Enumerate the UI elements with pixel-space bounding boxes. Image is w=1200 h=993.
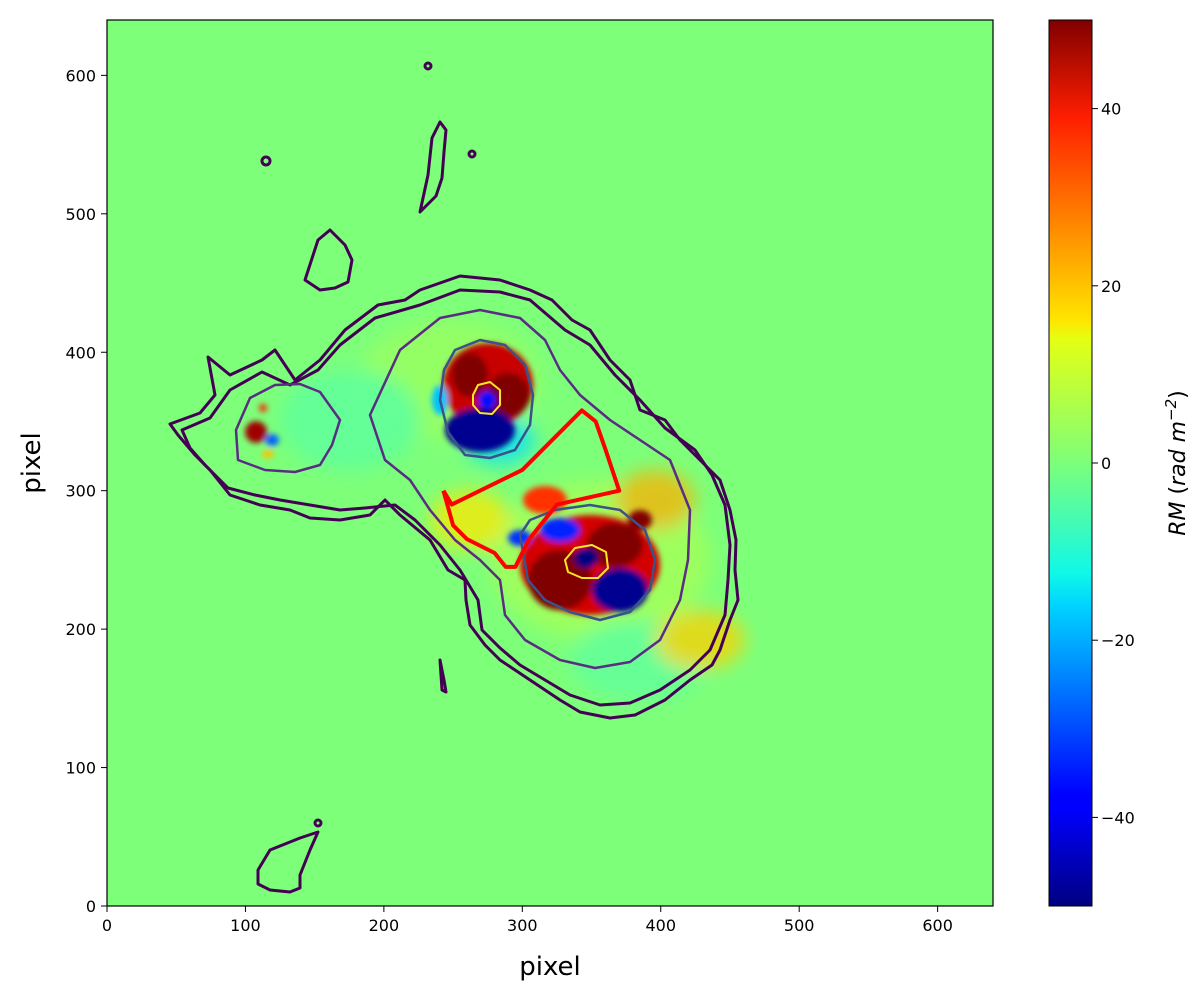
plot-area <box>106 19 994 907</box>
x-tick-label: 400 <box>645 916 676 935</box>
x-tick-label: 300 <box>507 916 538 935</box>
outer-contour-6 <box>438 658 448 694</box>
inner-contour-2 <box>564 544 609 579</box>
east-core-center <box>574 548 598 568</box>
west-hotspot-red <box>245 421 267 443</box>
x-tick-label: 500 <box>784 916 815 935</box>
y-tick-label: 400 <box>65 343 96 362</box>
outer-contour-4 <box>418 120 448 214</box>
x-tick-label: 100 <box>230 916 261 935</box>
mid-contour <box>234 382 342 474</box>
rm-yellow-2 <box>615 470 695 530</box>
colorbar-tick-label: −40 <box>1101 808 1135 827</box>
colorbar-tick-label: 0 <box>1101 454 1111 473</box>
north-core-darkred-a <box>452 353 488 397</box>
contour-layer <box>168 61 740 894</box>
y-tick-label: 100 <box>65 759 96 778</box>
colorbar: −40 −20 0 20 40 RM (rad m−2) <box>1048 19 1191 907</box>
colorbar-tick-label: 40 <box>1101 100 1121 119</box>
outer-contour-5 <box>256 830 320 894</box>
west-hotspot-blue <box>265 434 279 446</box>
east-core-blue-a <box>592 568 648 612</box>
plot-frame <box>106 19 994 907</box>
mid-contour-4 <box>518 503 657 622</box>
y-axis: 0 100 200 300 400 500 600 <box>65 66 107 916</box>
y-tick-label: 0 <box>86 897 96 916</box>
outer-contour-blob-1 <box>260 155 272 167</box>
west-hotspot-yellow <box>262 450 274 458</box>
east-core-darkred-a <box>528 550 592 610</box>
colorbar-tick-label: −20 <box>1101 631 1135 650</box>
east-core-darkred-b <box>587 523 643 567</box>
colorbar-label: RM (rad m−2) <box>1162 390 1191 536</box>
outer-contour-blob-2 <box>423 61 433 71</box>
north-core-center <box>478 391 496 409</box>
outer-contour-blob-4 <box>313 818 323 828</box>
y-tick-label: 300 <box>65 482 96 501</box>
y-axis-label: pixel <box>17 432 47 494</box>
y-tick-label: 600 <box>65 66 96 85</box>
heatmap-background <box>107 20 993 906</box>
outer-contour-2 <box>180 288 732 707</box>
mid-contour-2 <box>368 308 692 670</box>
x-tick-label: 600 <box>922 916 953 935</box>
colorbar-label-exponent: −2 <box>1162 399 1180 421</box>
outer-contour-blob-3 <box>467 149 477 159</box>
east-core-darkred-c <box>628 510 652 530</box>
colorbar-ticks: −40 −20 0 20 40 <box>1092 100 1135 827</box>
mid-contour-3 <box>438 338 535 460</box>
inner-contour <box>472 381 501 415</box>
x-tick-label: 200 <box>369 916 400 935</box>
x-tick-label: 0 <box>102 916 112 935</box>
colorbar-label-quantity: RM <box>1166 501 1191 535</box>
east-core-blue-b <box>540 518 580 542</box>
north-core-blue <box>445 408 515 452</box>
colorbar-tick-label: 20 <box>1101 277 1121 296</box>
outer-contour-3 <box>303 228 354 292</box>
rm-halo-c <box>280 370 420 470</box>
x-axis: 0 100 200 300 400 500 600 <box>102 906 953 935</box>
west-hotspot-dot <box>259 404 267 412</box>
y-tick-label: 200 <box>65 620 96 639</box>
y-tick-label: 500 <box>65 205 96 224</box>
colorbar-label-unit: rad m <box>1166 421 1191 486</box>
colorbar-gradient <box>1048 19 1093 907</box>
north-core-darkred-b <box>486 373 530 417</box>
rm-yellow-3 <box>655 610 745 670</box>
highlight-region <box>441 408 622 569</box>
x-axis-label: pixel <box>519 952 581 982</box>
